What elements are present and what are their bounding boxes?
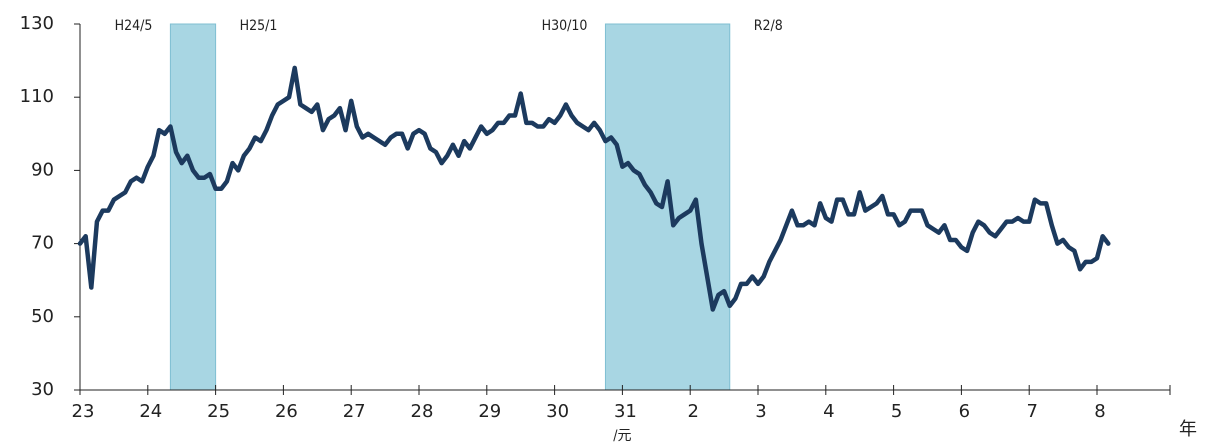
shaded-period [169,23,217,391]
x-tick-label: 27 [343,401,366,422]
x-tick-label: 6 [959,401,970,422]
x-tick-label: 5 [891,401,902,422]
x-tick-label: 30 [546,401,569,422]
period-end-label: R2/8 [754,18,783,34]
period-start-label: H24/5 [115,18,153,34]
y-tick-label: 130 [20,13,54,34]
period-start-label: H30/10 [542,18,588,34]
x-tick-label: 3 [755,401,766,422]
x-tick-label: 2 [687,401,698,422]
y-tick-label: 70 [31,233,54,254]
x-tick-label: 23 [72,401,95,422]
data-line [77,65,1111,312]
x-tick-label: 7 [1026,401,1037,422]
x-tick-label: 4 [823,401,834,422]
y-tick-label: 30 [31,379,54,400]
period-end-label: H25/1 [240,18,278,34]
x-axis-label: 年 [1179,419,1197,440]
x-tick-label: 8 [1094,401,1105,422]
y-tick-label: 50 [31,306,54,327]
shaded-period [604,23,731,391]
x-tick-label: 29 [478,401,501,422]
y-tick-label: 90 [31,159,54,180]
y-tick-label: 110 [20,86,54,107]
x-tick-label: 25 [207,401,230,422]
x-tick-label: 28 [411,401,434,422]
x-tick-label: 24 [139,401,162,422]
x-tick-label: 26 [275,401,298,422]
x-tick-label: 31 [614,401,637,422]
era-note: /元 [613,428,631,444]
